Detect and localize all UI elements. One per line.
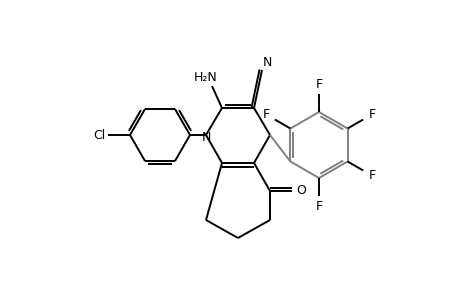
Text: O: O (296, 184, 305, 197)
Text: F: F (368, 108, 375, 121)
Text: N: N (201, 130, 210, 143)
Text: F: F (315, 77, 322, 91)
Text: F: F (368, 169, 375, 182)
Text: F: F (262, 108, 269, 121)
Text: H₂N: H₂N (194, 70, 218, 83)
Text: N: N (262, 56, 271, 68)
Text: Cl: Cl (93, 128, 105, 142)
Text: F: F (315, 200, 322, 212)
